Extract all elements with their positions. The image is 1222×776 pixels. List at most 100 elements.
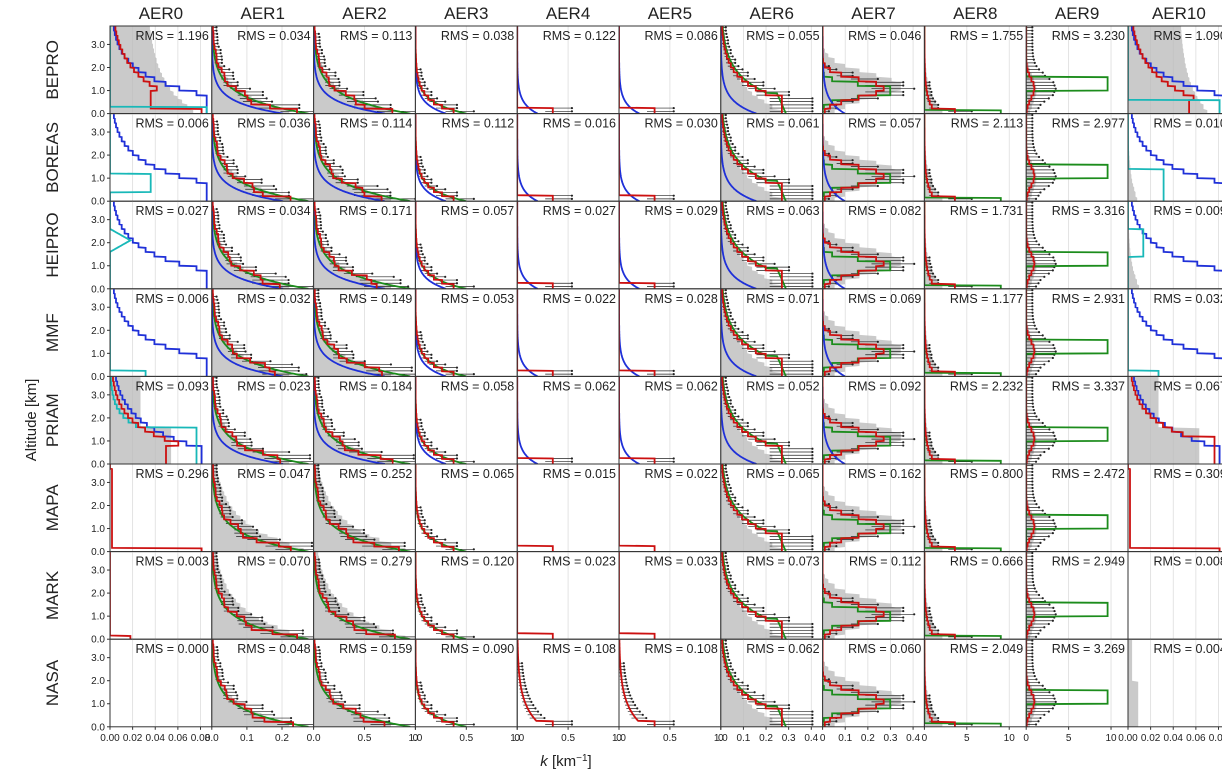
error-cap xyxy=(641,713,644,716)
profile-line xyxy=(1133,376,1221,464)
error-cap xyxy=(726,42,730,45)
error-cap xyxy=(902,356,905,360)
error-cap xyxy=(1031,113,1034,117)
error-cap xyxy=(455,629,459,632)
profile-line xyxy=(313,114,383,202)
error-cap xyxy=(851,188,854,191)
error-cap xyxy=(327,681,330,684)
panel-boreas-aer9: RMS = 2.977 xyxy=(1025,113,1129,202)
error-cap xyxy=(746,684,749,687)
profile-line xyxy=(212,464,292,552)
error-cap xyxy=(423,434,426,437)
error-cap xyxy=(827,285,831,288)
error-cap xyxy=(931,97,935,100)
error-cap xyxy=(320,314,323,318)
error-cap xyxy=(330,249,333,253)
error-cap xyxy=(762,522,765,525)
error-cap xyxy=(729,48,732,52)
error-cap xyxy=(220,584,223,587)
panel-boreas-aer1: RMS = 0.036 xyxy=(211,113,315,202)
error-cap xyxy=(319,133,322,136)
error-cap xyxy=(216,568,219,571)
error-cap xyxy=(726,477,730,480)
error-cap xyxy=(1031,204,1034,207)
error-cap xyxy=(1031,655,1034,658)
profile-line xyxy=(113,114,208,202)
error-cap xyxy=(220,499,224,502)
spread-band xyxy=(313,113,391,202)
error-cap xyxy=(937,278,940,282)
error-cap xyxy=(1037,418,1041,421)
error-cap xyxy=(217,308,220,311)
error-cap xyxy=(430,704,433,707)
spread-band xyxy=(924,464,943,552)
error-cap xyxy=(741,68,744,71)
error-cap xyxy=(261,707,264,710)
error-cap xyxy=(632,700,635,704)
error-cap xyxy=(1031,32,1034,35)
x-tick-label: 0.00 xyxy=(1118,733,1138,744)
error-cap xyxy=(318,480,321,483)
rms-label: RMS = 0.057 xyxy=(441,204,514,218)
error-cap xyxy=(734,412,737,415)
error-cap xyxy=(215,207,218,211)
error-cap xyxy=(318,123,321,126)
panel-mmf-aer2: RMS = 0.149 xyxy=(313,288,416,377)
error-cap xyxy=(851,100,854,103)
error-cap xyxy=(1031,574,1034,577)
error-cap xyxy=(746,159,749,162)
error-cap xyxy=(219,493,222,496)
error-cap xyxy=(472,548,475,551)
row-title: HEIPRO xyxy=(43,212,62,277)
error-cap xyxy=(216,130,219,133)
error-cap xyxy=(746,425,749,428)
rms-label: RMS = 0.112 xyxy=(442,117,514,131)
error-cap xyxy=(746,421,749,425)
error-cap xyxy=(317,386,320,389)
error-cap xyxy=(321,399,324,402)
error-cap xyxy=(1052,168,1055,171)
error-cap xyxy=(319,227,323,230)
profile-line xyxy=(1131,26,1222,97)
error-cap xyxy=(420,337,423,340)
error-cap xyxy=(444,188,447,191)
rms-label: RMS = 3.230 xyxy=(1052,29,1125,43)
error-cap xyxy=(762,697,765,700)
y-tick-label: 2.0 xyxy=(91,676,105,687)
error-cap xyxy=(250,444,253,447)
error-cap xyxy=(1039,103,1042,106)
profile-line xyxy=(211,639,294,727)
error-cap xyxy=(261,447,265,450)
error-cap xyxy=(430,353,433,356)
error-cap xyxy=(1051,707,1054,710)
error-cap xyxy=(931,535,935,538)
error-cap xyxy=(1051,269,1054,272)
error-cap xyxy=(419,155,422,159)
profile-line xyxy=(211,114,292,202)
error-cap xyxy=(220,55,223,58)
error-cap xyxy=(216,652,219,655)
error-cap xyxy=(734,671,737,674)
error-cap xyxy=(420,71,423,74)
error-cap xyxy=(327,327,330,331)
error-cap xyxy=(1039,191,1042,194)
error-cap xyxy=(929,175,932,178)
error-cap xyxy=(337,606,341,609)
error-cap xyxy=(435,710,439,713)
error-cap xyxy=(902,522,905,525)
error-cap xyxy=(255,528,258,532)
x-tick-label: 0.06 xyxy=(1186,733,1206,744)
panel-boreas-aer2: RMS = 0.114 xyxy=(313,113,416,202)
error-cap xyxy=(223,590,226,593)
error-cap xyxy=(1035,65,1038,68)
x-tick-label: 0.4 xyxy=(906,733,920,744)
error-cap xyxy=(876,360,879,363)
y-tick-label: 0.0 xyxy=(91,284,105,295)
error-cap xyxy=(317,292,320,295)
error-cap xyxy=(326,240,329,243)
error-cap xyxy=(928,168,931,171)
error-cap xyxy=(726,480,730,483)
error-cap xyxy=(930,353,933,356)
